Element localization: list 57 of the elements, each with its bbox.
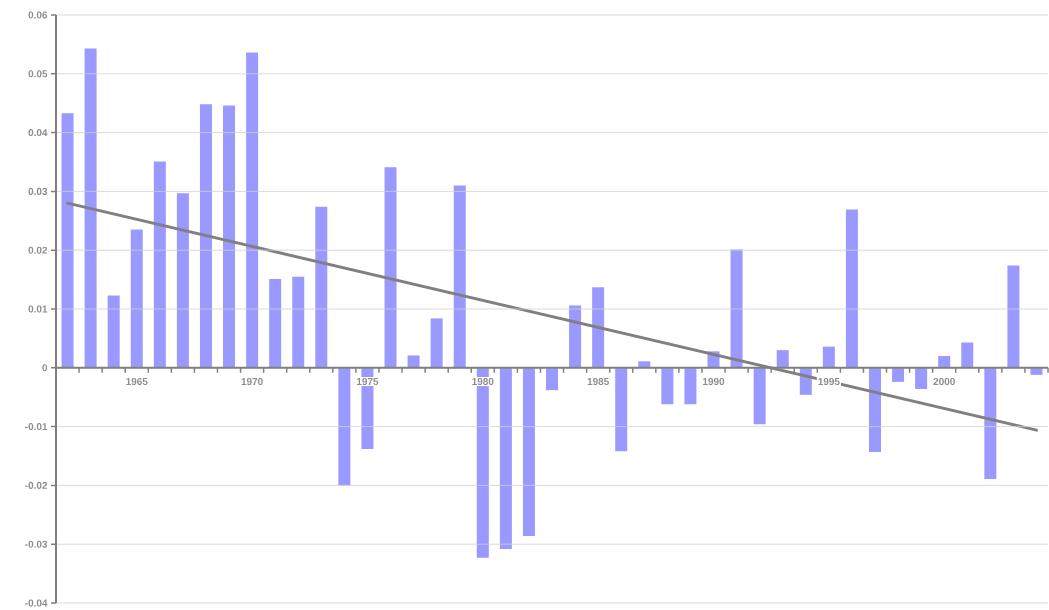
y-tick-label: 0.03 [28, 187, 48, 195]
bar [776, 350, 789, 368]
y-tick-label: 0.02 [28, 246, 48, 254]
bar [338, 367, 351, 486]
bar [892, 367, 905, 382]
y-tick-label: 0 [42, 364, 48, 372]
bar [107, 295, 120, 368]
bar [522, 367, 535, 536]
bar [753, 367, 766, 425]
bar [176, 193, 189, 368]
bar [84, 48, 97, 368]
x-tick-label: 2000 [933, 378, 955, 386]
bar [661, 367, 674, 405]
bar [315, 206, 328, 368]
bar [1007, 265, 1020, 368]
x-tick-label: 1990 [703, 378, 725, 386]
bar [430, 318, 443, 368]
y-tick-label: 0.05 [28, 70, 48, 78]
bar [822, 346, 835, 368]
x-tick-label: 1970 [241, 378, 263, 386]
bar [938, 356, 951, 368]
bar [384, 167, 397, 368]
bar [868, 367, 881, 452]
bar [269, 279, 282, 368]
y-tick-label: -0.03 [25, 540, 48, 548]
bar [984, 367, 997, 479]
x-tick-label: 1980 [472, 378, 494, 386]
y-tick-label: 0.01 [28, 305, 48, 313]
y-tick-label: 0.06 [28, 11, 48, 19]
bar [246, 52, 259, 368]
bar [407, 355, 420, 368]
bar [915, 367, 928, 389]
bar [199, 104, 212, 368]
x-tick-label: 1965 [126, 378, 148, 386]
bar [730, 249, 743, 368]
bar [223, 105, 236, 368]
bar [615, 367, 628, 452]
bar [684, 367, 697, 405]
bar [569, 305, 582, 368]
y-tick-label: -0.04 [25, 599, 48, 607]
bar [592, 287, 605, 368]
bar [961, 342, 974, 368]
bar [153, 161, 166, 368]
bar [546, 367, 559, 391]
bar [292, 276, 305, 368]
bar [61, 113, 74, 368]
x-tick-label: 1985 [587, 378, 609, 386]
x-tick-label: 1975 [356, 378, 379, 386]
bar [499, 367, 512, 549]
x-tick-label: 1995 [818, 378, 840, 386]
y-tick-label: 0.04 [28, 129, 48, 137]
bar [130, 229, 143, 368]
y-tick-label: -0.02 [25, 481, 48, 489]
y-tick-label: -0.01 [25, 423, 48, 431]
bar [453, 185, 466, 368]
bar [638, 361, 651, 368]
bar [845, 209, 858, 368]
